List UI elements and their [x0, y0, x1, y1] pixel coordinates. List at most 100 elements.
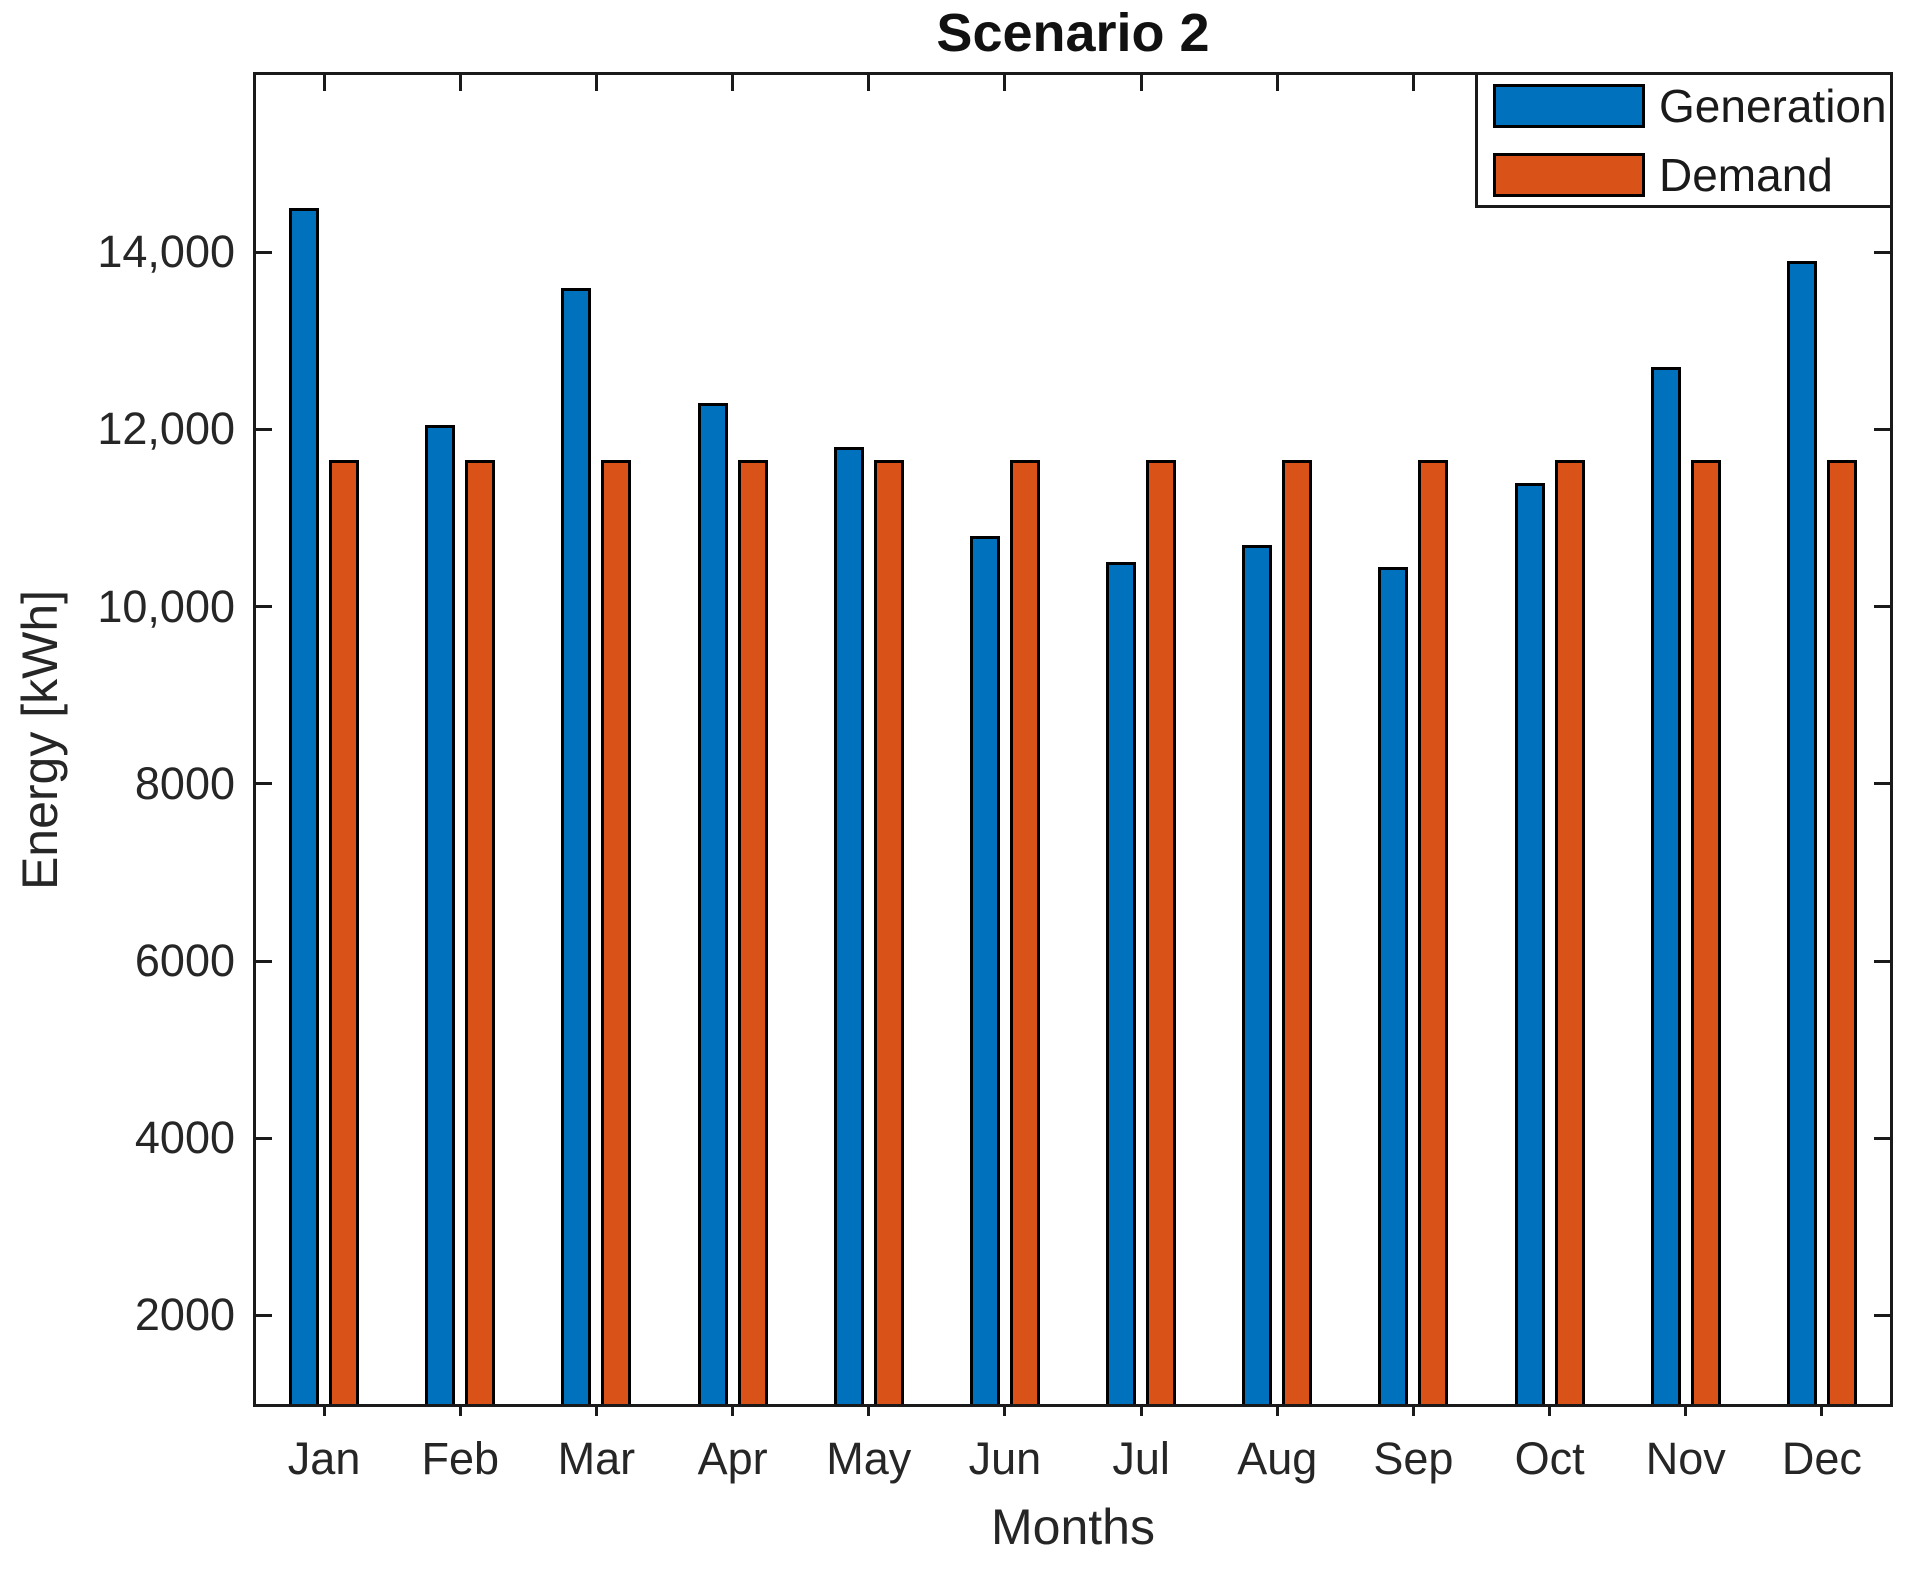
- y-tick-label-14000: 14,000: [97, 226, 235, 278]
- y-tick-left: [256, 250, 272, 254]
- legend-label-demand: Demand: [1659, 148, 1833, 201]
- x-tick-bottom-jul: [1139, 1407, 1143, 1416]
- legend-swatch-demand: [1493, 152, 1645, 197]
- x-tick-label-jun: Jun: [968, 1433, 1042, 1484]
- y-tick-left: [256, 427, 272, 431]
- y-tick-left: [256, 1313, 272, 1317]
- bar-generation-apr: [697, 402, 728, 1404]
- bar-group-oct: [1482, 75, 1618, 1404]
- x-tick-bottom-dec: [1820, 1407, 1824, 1416]
- bar-demand-aug: [1282, 460, 1313, 1404]
- legend-swatch-generation: [1493, 83, 1645, 128]
- y-tick-label-10000: 10,000: [97, 580, 235, 632]
- x-tick-bottom-oct: [1548, 1407, 1552, 1416]
- y-tick-right: [1874, 605, 1890, 609]
- chart-title: Scenario 2: [936, 3, 1210, 63]
- x-tick-label-feb: Feb: [421, 1433, 499, 1484]
- bar-group-dec: [1754, 75, 1890, 1404]
- x-tick-top-jan: [322, 75, 326, 91]
- y-tick-left: [256, 782, 272, 786]
- y-tick-right: [1874, 1136, 1890, 1140]
- bar-group-may: [801, 75, 937, 1404]
- x-tick-bottom-nov: [1684, 1407, 1688, 1416]
- bar-generation-dec: [1786, 261, 1817, 1404]
- bar-demand-apr: [737, 460, 768, 1404]
- bar-demand-jul: [1146, 460, 1177, 1404]
- y-axis-label: Energy [kWh]: [12, 589, 68, 891]
- x-tick-label-dec: Dec: [1781, 1433, 1862, 1484]
- x-tick-label-apr: Apr: [697, 1433, 768, 1484]
- x-tick-bottom-feb: [458, 1407, 462, 1416]
- bar-generation-jan: [289, 207, 320, 1404]
- y-tick-left: [256, 959, 272, 963]
- y-tick-label-4000: 4000: [134, 1112, 235, 1164]
- legend-label-generation: Generation: [1659, 79, 1887, 132]
- x-tick-top-may: [867, 75, 871, 91]
- y-tick-label-12000: 12,000: [97, 403, 235, 455]
- x-tick-label-mar: Mar: [557, 1433, 636, 1484]
- bar-demand-sep: [1418, 460, 1449, 1404]
- x-tick-top-apr: [731, 75, 735, 91]
- bar-demand-oct: [1554, 460, 1585, 1404]
- x-tick-bottom-jan: [322, 1407, 326, 1416]
- x-tick-bottom-may: [867, 1407, 871, 1416]
- bar-generation-mar: [561, 287, 592, 1404]
- bar-demand-dec: [1826, 460, 1857, 1404]
- bar-group-aug: [1209, 75, 1345, 1404]
- x-tick-label-jan: Jan: [287, 1433, 361, 1484]
- y-tick-right: [1874, 959, 1890, 963]
- bar-group-feb: [392, 75, 528, 1404]
- y-tick-right: [1874, 250, 1890, 254]
- y-tick-label-2000: 2000: [134, 1289, 235, 1341]
- bar-group-jul: [1073, 75, 1209, 1404]
- plot-area: [253, 72, 1893, 1407]
- bar-demand-jan: [329, 460, 360, 1404]
- x-tick-bottom-mar: [594, 1407, 598, 1416]
- y-tick-left: [256, 1136, 272, 1140]
- x-tick-label-nov: Nov: [1645, 1433, 1726, 1484]
- legend-item-demand: Demand: [1493, 148, 1890, 202]
- x-tick-bottom-sep: [1411, 1407, 1415, 1416]
- x-tick-label-aug: Aug: [1237, 1433, 1318, 1484]
- bar-demand-jun: [1009, 460, 1040, 1404]
- x-tick-top-jul: [1139, 75, 1143, 91]
- bar-demand-feb: [465, 460, 496, 1404]
- bar-group-nov: [1618, 75, 1754, 1404]
- y-tick-right: [1874, 1313, 1890, 1317]
- bar-generation-sep: [1378, 566, 1409, 1404]
- y-tick-right: [1874, 782, 1890, 786]
- y-tick-right: [1874, 427, 1890, 431]
- x-tick-bottom-aug: [1275, 1407, 1279, 1416]
- legend: Generation Demand: [1475, 72, 1893, 208]
- x-tick-top-aug: [1275, 75, 1279, 91]
- bar-demand-may: [873, 460, 904, 1404]
- bar-demand-mar: [601, 460, 632, 1404]
- x-tick-top-jun: [1003, 75, 1007, 91]
- y-tick-label-8000: 8000: [134, 757, 235, 809]
- x-tick-top-feb: [458, 75, 462, 91]
- bar-generation-oct: [1514, 482, 1545, 1404]
- x-tick-top-mar: [594, 75, 598, 91]
- bar-generation-aug: [1242, 544, 1273, 1404]
- x-tick-bottom-jun: [1003, 1407, 1007, 1416]
- bar-group-apr: [665, 75, 801, 1404]
- x-tick-label-jul: Jul: [1112, 1433, 1170, 1484]
- bar-generation-jun: [969, 535, 1000, 1404]
- bar-group-jun: [937, 75, 1073, 1404]
- bar-demand-nov: [1690, 460, 1721, 1404]
- bar-generation-feb: [425, 424, 456, 1404]
- x-axis-label: Months: [991, 1499, 1155, 1555]
- x-tick-label-oct: Oct: [1514, 1433, 1585, 1484]
- bar-group-mar: [528, 75, 664, 1404]
- y-tick-label-6000: 6000: [134, 935, 235, 986]
- legend-item-generation: Generation: [1493, 79, 1890, 133]
- x-tick-bottom-apr: [731, 1407, 735, 1416]
- x-tick-label-sep: Sep: [1373, 1433, 1454, 1484]
- x-tick-top-sep: [1411, 75, 1415, 91]
- x-tick-label-may: May: [826, 1433, 912, 1484]
- bar-group-jan: [256, 75, 392, 1404]
- bar-generation-nov: [1650, 367, 1681, 1404]
- bar-group-sep: [1345, 75, 1481, 1404]
- y-tick-left: [256, 605, 272, 609]
